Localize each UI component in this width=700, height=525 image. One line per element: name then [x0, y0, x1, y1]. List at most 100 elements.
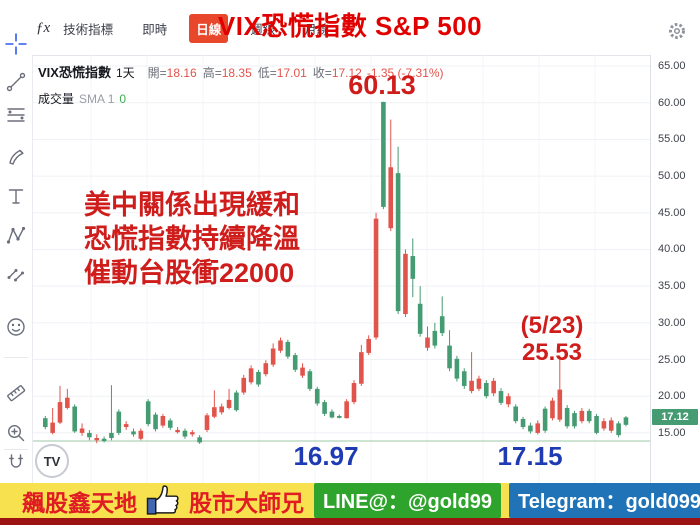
candle [241, 377, 247, 393]
gear-icon[interactable] [666, 20, 688, 42]
brush-icon[interactable] [5, 146, 27, 168]
interval-label[interactable]: 1天 [115, 66, 135, 80]
candle [65, 397, 70, 408]
candle [447, 345, 452, 369]
tab-weekly[interactable]: 週線 [250, 23, 276, 37]
candle [226, 399, 232, 408]
fx-indicator-icon[interactable]: ƒx [36, 20, 51, 36]
top-toolbar: ƒx 技術指標 即時 日線 週線 月線 VIX恐慌指數 S&P 500 [0, 0, 700, 56]
fib-retracement-icon[interactable] [5, 104, 27, 126]
candle [484, 383, 489, 397]
candle [204, 415, 210, 430]
candle [579, 410, 585, 422]
ruler-icon[interactable] [5, 382, 27, 404]
candle [557, 389, 563, 420]
close-label: 收= [312, 66, 332, 80]
tab-daily[interactable]: 日線 [189, 14, 229, 43]
candle [300, 367, 305, 376]
toolbar-separator [4, 449, 28, 450]
candle [270, 348, 276, 365]
text-icon[interactable] [5, 185, 27, 207]
candle [498, 391, 504, 403]
change-value: -1.35 (-7.31%) [366, 66, 444, 80]
candle [381, 101, 386, 207]
high-label: 高= [202, 66, 222, 80]
candles-layer[interactable] [43, 101, 629, 444]
candle [175, 429, 180, 433]
candle [248, 368, 254, 383]
candle [623, 417, 629, 425]
xabcd-pattern-icon[interactable] [5, 224, 27, 246]
candle [234, 392, 239, 411]
axis-tick-label: 15.00 [658, 426, 686, 439]
candle [307, 371, 313, 389]
candle [432, 330, 438, 346]
candle [513, 406, 518, 422]
candle [520, 418, 526, 428]
price-axis[interactable]: 65.00 60.00 55.00 50.00 45.00 40.00 35.00 30.00… [650, 55, 700, 483]
candle [454, 358, 460, 379]
candle [263, 363, 269, 375]
candle [373, 218, 379, 338]
candle [601, 421, 607, 429]
candle [182, 430, 188, 437]
candle [417, 303, 423, 334]
chart-toolbar: ƒx 技術指標 即時 日線 週線 月線 [36, 14, 336, 43]
trend-line-icon[interactable] [5, 71, 27, 93]
axis-tick-label: 55.00 [658, 133, 686, 146]
candle [153, 414, 158, 430]
telegram-contact-badge[interactable]: Telegram：gold0999 [509, 483, 700, 518]
volume-label[interactable]: 成交量 [38, 92, 75, 106]
magnet-icon[interactable] [5, 451, 27, 473]
tradingview-logo[interactable]: TV [35, 444, 69, 478]
candle [550, 400, 555, 419]
candle [528, 425, 533, 432]
axis-tick-label: 65.00 [658, 60, 686, 72]
open-label: 開= [147, 66, 167, 80]
indicators-button[interactable]: 技術指標 [63, 23, 114, 37]
candle [476, 378, 482, 389]
toolbar-separator [4, 357, 28, 358]
symbol-legend: VIX恐慌指數 1天 開=18.16 高=18.35 低=17.01 收=17.12 -1.… [38, 62, 444, 81]
drawing-toolbar [0, 55, 32, 483]
candle [57, 402, 63, 423]
chart-area[interactable]: TV [32, 55, 651, 483]
candle [388, 167, 394, 229]
candle [101, 438, 107, 441]
low-value: 17.01 [276, 66, 307, 80]
candle [410, 256, 416, 279]
candle [79, 428, 85, 433]
axis-tick-label: 50.00 [658, 170, 686, 183]
tab-realtime[interactable]: 即時 [142, 23, 168, 37]
axis-tick-label: 20.00 [658, 390, 686, 403]
emoji-icon[interactable] [5, 316, 27, 338]
candle [322, 402, 327, 414]
axis-tick-label: 60.00 [658, 96, 686, 109]
forecast-icon[interactable] [5, 262, 27, 284]
line-contact-badge[interactable]: LINE@：@gold99 [314, 483, 502, 518]
candle [586, 410, 592, 422]
open-value: 18.16 [166, 66, 197, 80]
candlestick-chart[interactable] [33, 55, 651, 483]
candle [616, 423, 621, 436]
close-value: 17.12 [331, 66, 362, 80]
candle [197, 437, 202, 443]
axis-tick-label: 35.00 [658, 280, 686, 293]
candle [506, 396, 511, 405]
candle [542, 408, 548, 431]
candle [109, 432, 114, 439]
candle [87, 432, 92, 438]
tab-monthly[interactable]: 月線 [304, 23, 330, 37]
candle [594, 416, 599, 433]
symbol-name[interactable]: VIX恐慌指數 [38, 65, 111, 80]
candle [403, 253, 408, 315]
last-price-badge: 17.12 [652, 409, 698, 426]
candle [329, 411, 335, 418]
candle [337, 416, 342, 418]
grid-layer [33, 55, 651, 483]
candle [314, 388, 320, 404]
zoom-in-icon[interactable] [5, 422, 27, 444]
axis-tick-label: 30.00 [658, 316, 686, 329]
crosshair-pointer-icon[interactable] [4, 32, 28, 56]
brand-left: 飆股鑫天地 [22, 489, 137, 516]
